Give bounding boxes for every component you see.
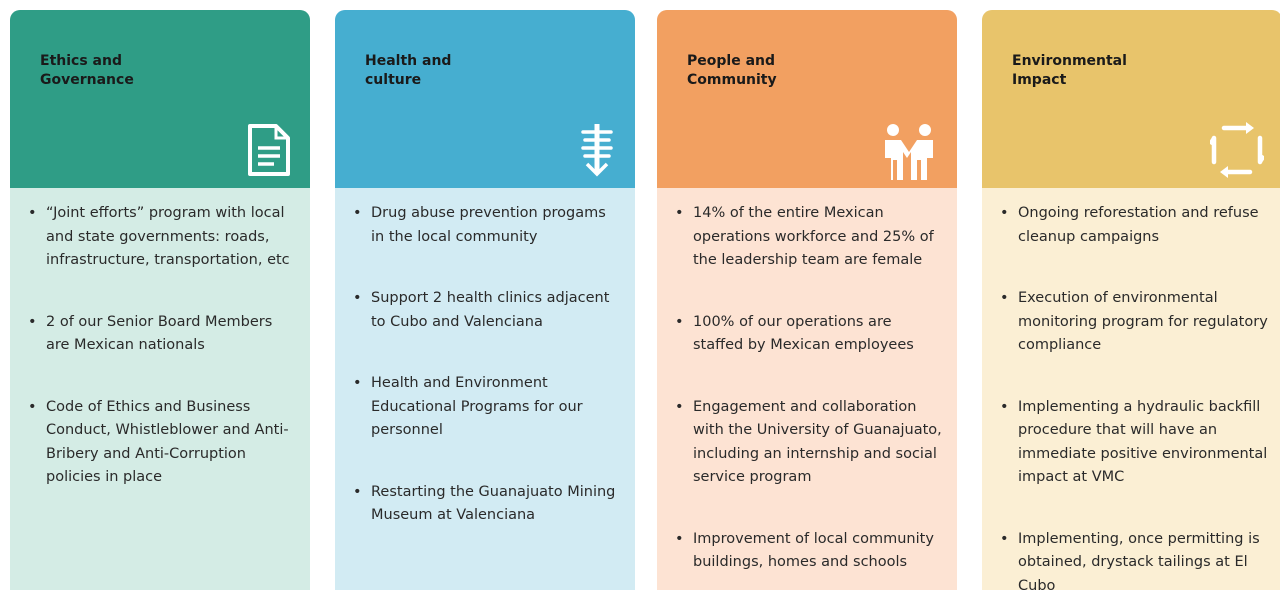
card-body: “Joint efforts” program with local and s… — [10, 188, 310, 590]
title-line: Ethics and — [40, 53, 122, 69]
bullet: Health and Environment Educational Progr… — [353, 372, 621, 443]
title-line: Community — [687, 72, 777, 88]
card: Health and culture Drug abuse prevention p… — [335, 10, 635, 590]
bullet: Implementing, once permitting is obtaine… — [1000, 528, 1268, 590]
title-line: People and — [687, 53, 775, 69]
bullet: 100% of our operations are staffed by Me… — [675, 311, 943, 358]
bullet: Support 2 health clinics adjacent to Cub… — [353, 287, 621, 334]
card-icon — [577, 122, 617, 182]
card-title: Ethics and Governance — [40, 52, 134, 90]
card-header: Environmental Impact — [982, 10, 1280, 188]
card: People and Community 14% of the entire Mex… — [657, 10, 957, 590]
title-line: culture — [365, 72, 422, 88]
title-line: Impact — [1012, 72, 1067, 88]
card-body: 14% of the entire Mexican operations wor… — [657, 188, 957, 590]
card-header: Health and culture — [335, 10, 635, 188]
bullet: Engagement and collaboration with the Un… — [675, 396, 943, 490]
bullet: Restarting the Guanajuato Mining Museum … — [353, 481, 621, 528]
bullet: Code of Ethics and Business Conduct, Whi… — [28, 396, 296, 490]
title-line: Environmental — [1012, 53, 1127, 69]
bullet: “Joint efforts” program with local and s… — [28, 202, 296, 273]
card-icon — [246, 122, 292, 182]
bullet-list: Drug abuse prevention progams in the loc… — [353, 202, 621, 528]
card-icon — [879, 122, 939, 184]
bullet: 14% of the entire Mexican operations wor… — [675, 202, 943, 273]
card-title: Environmental Impact — [1012, 52, 1127, 90]
card-body: Ongoing reforestation and refuse cleanup… — [982, 188, 1280, 590]
card-icon — [1208, 122, 1266, 182]
card-body: Drug abuse prevention progams in the loc… — [335, 188, 635, 590]
bullet-list: Ongoing reforestation and refuse cleanup… — [1000, 202, 1268, 590]
bullet: 2 of our Senior Board Members are Mexica… — [28, 311, 296, 358]
card-header: People and Community — [657, 10, 957, 188]
title-line: Health and — [365, 53, 452, 69]
bullet: Improvement of local community buildings… — [675, 528, 943, 575]
bullet: Execution of environmental monitoring pr… — [1000, 287, 1268, 358]
title-line: Governance — [40, 72, 134, 88]
card-header: Ethics and Governance — [10, 10, 310, 188]
card: Environmental Impact Ongoing reforestation… — [982, 10, 1280, 590]
card-title: Health and culture — [365, 52, 451, 90]
card-title: People and Community — [687, 52, 777, 90]
bullet-list: 14% of the entire Mexican operations wor… — [675, 202, 943, 575]
bullet: Implementing a hydraulic backfill proced… — [1000, 396, 1268, 490]
card: Ethics and Governance “Joint efforts” prog… — [10, 10, 310, 590]
bullet: Drug abuse prevention progams in the loc… — [353, 202, 621, 249]
bullet-list: “Joint efforts” program with local and s… — [28, 202, 296, 490]
bullet: Ongoing reforestation and refuse cleanup… — [1000, 202, 1268, 249]
